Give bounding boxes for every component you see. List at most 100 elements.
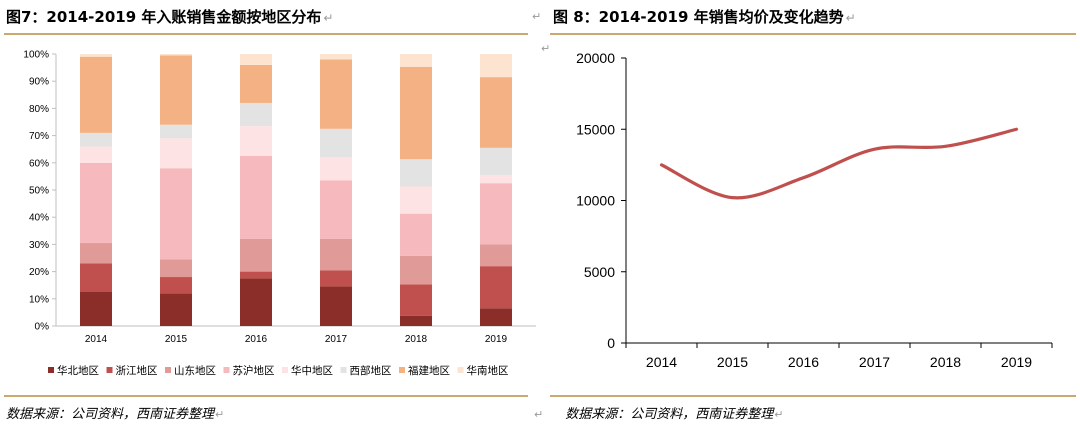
bar-segment [160,124,192,139]
left-source-text: 数据来源：公司资料，西南证券整理 [6,407,215,422]
x-tick-label: 2017 [325,334,348,345]
legend-swatch [106,367,113,373]
x-tick-label: 2014 [646,354,677,370]
bar-segment [160,293,192,326]
bar-segment [400,255,432,285]
bar-segment [400,284,432,316]
bar-segment [160,168,192,260]
bar-segment [320,238,352,271]
title-rule-right [550,33,1076,35]
bar-segment [480,147,512,176]
bar-segment [480,175,512,184]
x-tick-label: 2019 [485,334,508,345]
bar-segment [80,292,112,326]
bar-segment [240,271,272,279]
bar-segment [320,270,352,287]
bar-segment [320,180,352,239]
bar-segment [80,146,112,163]
y-tick-label: 90% [29,77,49,88]
y-tick-label: 50% [29,186,49,197]
legend-swatch [457,367,464,373]
legend-swatch [165,367,171,373]
bar-segment [480,54,512,78]
return-mark-icon: ↵ [845,11,856,25]
footer-rule-left [4,395,528,397]
bar-segment [160,259,192,278]
legend-swatch [399,367,405,373]
legend-label: 华北地区 [57,364,99,377]
bar-segment [80,56,112,133]
y-tick-label: 20% [29,267,49,278]
right-source: ↵ 数据来源：公司资料，西南证券整理↵ [534,403,783,422]
x-tick-label: 2016 [788,354,819,370]
bar-segment [480,266,512,309]
legend-swatch [48,367,54,373]
bar-segment [80,263,112,292]
stacked-bar-chart: 0% 10% 20% 30% 40% 50% 60% 70% 80% 90% 100% 2014 201… [23,50,536,377]
bar-segment [80,243,112,264]
y-tick-label: 60% [29,158,49,169]
return-mark-icon: ↵ [532,10,542,23]
legend-swatch [223,367,230,373]
bar-segment [160,277,192,294]
bar-segment [320,157,352,181]
bar-segment [240,54,272,65]
right-title-text: 图 8：2014-2019 年销售均价及变化趋势 [553,8,844,26]
legend-label: 山东地区 [174,364,216,377]
x-tick-label: 2019 [1001,354,1032,370]
bar-segment [320,128,352,158]
legend-swatch [340,367,347,373]
left-chart-title: 图7：2014-2019 年入账销售金额按地区分布 ↵ [6,6,333,27]
y-tick-label: 40% [29,213,49,224]
legend-swatch [282,367,288,373]
x-tick-label: 2018 [405,334,428,345]
bar-segment [160,54,192,56]
bar-segment [480,183,512,245]
bar-segment [320,54,352,60]
bar-segment [240,126,272,156]
bar-segment [240,238,272,272]
bar-segment [240,156,272,239]
y-tick-label: 30% [29,240,49,251]
legend-label: 福建地区 [408,364,450,377]
right-source-text: 数据来源：公司资料，西南证券整理 [565,407,774,422]
y-tick-label: 0% [35,322,50,333]
legend-label: 苏沪地区 [233,364,275,377]
bar-segment [160,55,192,125]
legend-label: 华南地区 [467,364,509,377]
footer-rule-right [550,395,1076,397]
x-tick-label: 2018 [930,354,961,370]
bar-segment [80,54,112,57]
bar-segment [240,102,272,127]
x-tick-label: 2015 [165,334,188,345]
bar-segment [480,308,512,326]
bar-segment [160,138,192,169]
return-mark-icon: ↵ [323,11,334,25]
bar-segment [400,66,432,160]
price-series-line [659,127,1019,200]
bar-segment [480,77,512,148]
return-mark-icon: ↵ [541,42,551,55]
bar-segment [400,54,432,67]
bar-segment [480,244,512,267]
bar-segment [80,162,112,244]
bar-segment [80,132,112,147]
right-chart-title: 图 8：2014-2019 年销售均价及变化趋势 ↵ [553,6,856,27]
bar-segment [400,159,432,187]
y-tick-label: 70% [29,131,49,142]
bar-segment [320,59,352,129]
y-tick-label: 5000 [584,264,615,280]
y-tick-label: 10% [29,294,49,305]
bar-segment [400,315,432,326]
y-tick-label: 20000 [576,50,615,66]
legend-label: 华中地区 [291,364,333,377]
return-mark-icon: ↵ [534,408,544,421]
legend-label: 西部地区 [350,364,392,377]
return-mark-icon: ↵ [215,408,225,421]
bar-segment [240,278,272,326]
bar-segment [320,286,352,326]
legend-label: 浙江地区 [116,364,158,377]
left-source: 数据来源：公司资料，西南证券整理↵ [6,403,224,422]
bar-segment [400,186,432,214]
y-tick-label: 100% [23,50,49,61]
